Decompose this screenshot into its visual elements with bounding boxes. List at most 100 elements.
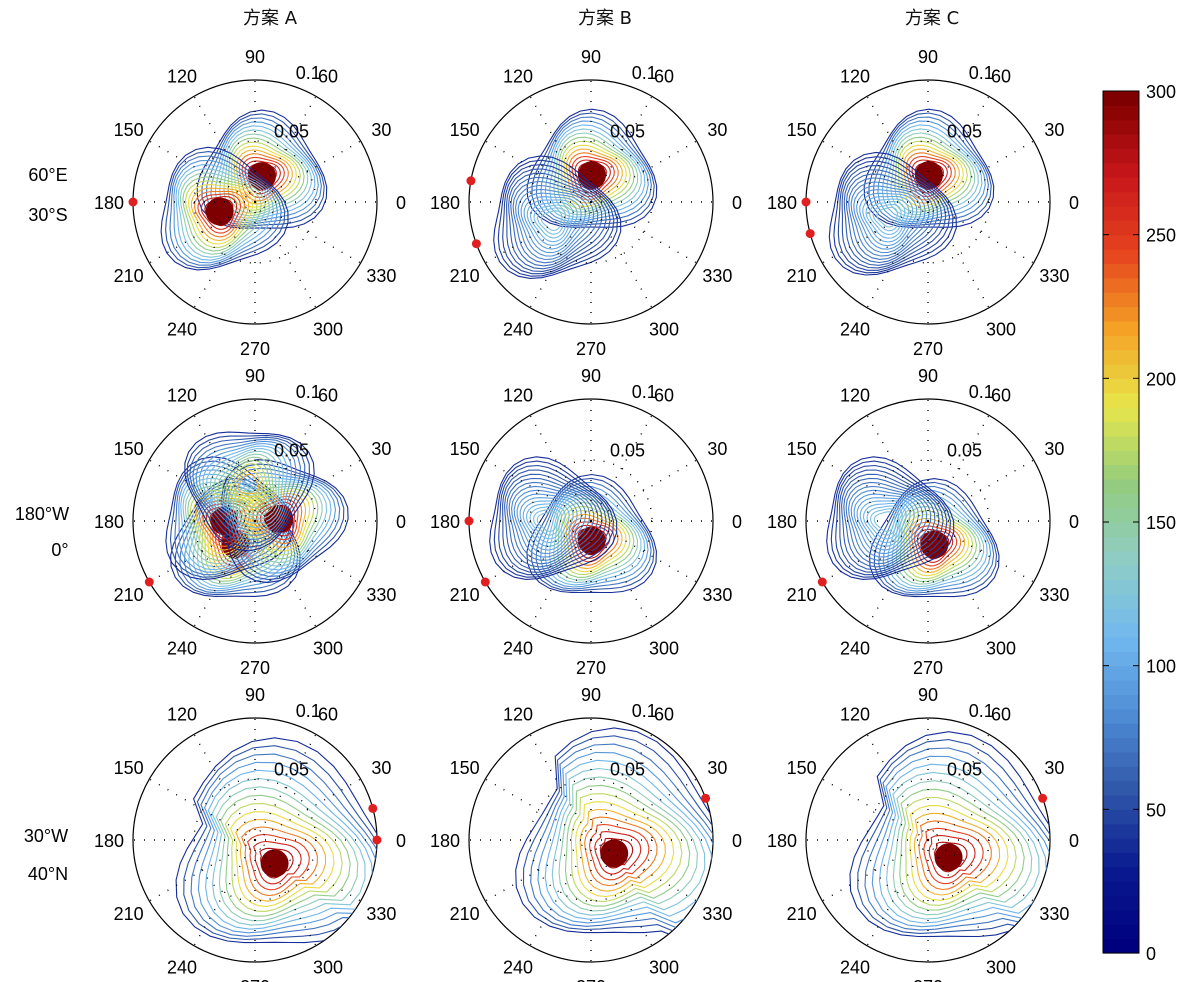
contour-line: [190, 753, 377, 937]
angle-tick-label: 30: [1044, 439, 1064, 459]
contour-line: [923, 827, 984, 885]
angle-tick-label: 240: [167, 638, 197, 658]
spoke-line: [590, 839, 653, 947]
spoke-line: [254, 201, 362, 264]
contour-line: [533, 204, 570, 239]
contour-line: [205, 769, 374, 930]
angle-tick-label: 270: [240, 339, 270, 359]
contour-line: [833, 156, 954, 274]
spoke-line: [590, 414, 653, 522]
polar-boundary: [468, 717, 714, 963]
contour-line: [913, 812, 1001, 896]
red-marker: [1038, 793, 1048, 803]
contour-line: [584, 816, 658, 887]
contour-line: [506, 477, 599, 568]
spoke-line: [254, 95, 317, 203]
colorbar-segment: [1103, 378, 1139, 394]
angle-tick-label: 150: [450, 120, 480, 140]
spoke-line: [193, 95, 256, 203]
contour-line: [502, 469, 607, 573]
contour-line: [233, 145, 297, 208]
contour-line: [160, 146, 289, 271]
spoke-line: [590, 201, 653, 309]
contour-line: [189, 436, 306, 544]
spoke-line: [484, 839, 592, 902]
contour-line: [535, 481, 652, 590]
angle-tick-label: 90: [918, 366, 938, 386]
spoke-line: [821, 459, 929, 522]
contour-line: [165, 151, 286, 269]
spoke-line: [254, 520, 317, 628]
radial-ring: [529, 459, 653, 583]
row-label-1-line2: 30°S: [28, 205, 67, 225]
colorbar-segment: [1103, 421, 1139, 437]
contour-line: [169, 155, 282, 266]
colorbar-segment: [1103, 651, 1139, 667]
angle-tick-label: 180: [94, 512, 124, 532]
colorbar-tick-label: 50: [1146, 800, 1166, 820]
contour-line: [843, 477, 936, 568]
contour-line: [886, 128, 979, 218]
colorbar-segment: [1103, 723, 1139, 739]
contour-line: [589, 823, 650, 881]
spoke-line: [484, 520, 592, 583]
contour-line: [526, 473, 657, 594]
contour-line: [848, 485, 928, 561]
angle-tick-label: 30: [371, 439, 391, 459]
contour-line: [873, 481, 998, 596]
contour-line: [200, 195, 238, 230]
contour-line: [215, 786, 359, 922]
angle-tick-label: 330: [1039, 904, 1069, 924]
contour-line: [214, 125, 316, 222]
contour-line: [878, 763, 1048, 924]
angle-tick-label: 240: [167, 957, 197, 977]
angle-tick-label: 60: [991, 386, 1011, 406]
red-marker: [144, 577, 154, 587]
column-title-b: 方案 B: [578, 8, 632, 29]
contour-line: [918, 820, 992, 891]
angle-tick-label: 90: [918, 685, 938, 705]
contour-line: [174, 464, 287, 576]
colorbar-segment: [1103, 665, 1139, 681]
angle-tick-label: 30: [371, 120, 391, 140]
colorbar-segment: [1103, 349, 1139, 365]
spoke-line: [529, 733, 592, 841]
contour-group: [515, 727, 713, 946]
angle-tick-label: 300: [986, 957, 1016, 977]
angle-tick-label: 330: [702, 266, 732, 286]
spoke-line: [193, 520, 256, 628]
contour-line: [535, 116, 652, 225]
contour-line: [868, 112, 992, 226]
colorbar-segment: [1103, 507, 1139, 523]
contour-line: [853, 493, 919, 555]
radial-tick-label: 0.1: [969, 382, 994, 402]
contour-line: [515, 727, 713, 946]
angle-tick-label: 330: [702, 585, 732, 605]
angle-tick-label: 330: [1039, 266, 1069, 286]
contour-line: [263, 504, 292, 533]
contour-line: [553, 132, 639, 216]
colorbar-segment: [1103, 335, 1139, 351]
colorbar-segment: [1103, 622, 1139, 638]
polar-panel-2-2: 0 30 60 90 120 150 180 210 240 270 300 330 0.05 0.1: [430, 366, 742, 678]
contour-line: [197, 761, 377, 934]
contour-line: [530, 743, 713, 931]
radial-tick-label: 0.1: [632, 382, 657, 402]
colorbar-tick-label: 200: [1146, 369, 1176, 389]
contour-line: [241, 487, 315, 556]
radial-tick-label: 0.1: [632, 701, 657, 721]
contour-line: [179, 485, 296, 594]
angle-tick-label: 180: [94, 193, 124, 213]
contour-line: [859, 500, 911, 547]
colorbar-segment: [1103, 91, 1139, 106]
angle-tick-label: 90: [581, 685, 601, 705]
angle-tick-label: 60: [654, 67, 674, 87]
contour-line: [570, 793, 683, 903]
angle-tick-label: 60: [318, 386, 338, 406]
spoke-line: [148, 140, 256, 203]
contour-line: [843, 169, 943, 266]
red-marker: [372, 835, 382, 845]
spoke-line: [193, 733, 256, 841]
contour-line: [841, 165, 947, 269]
contour-line: [526, 199, 578, 246]
